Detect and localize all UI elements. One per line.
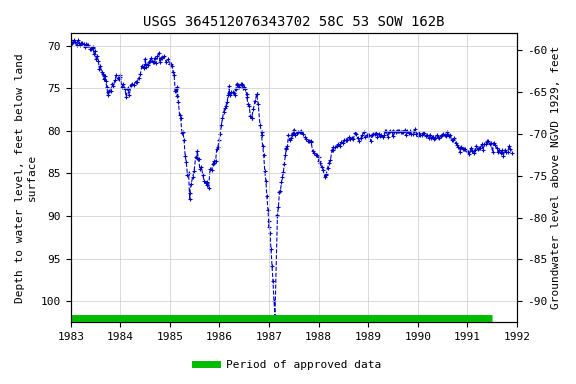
Y-axis label: Depth to water level, feet below land
surface: Depth to water level, feet below land su… xyxy=(15,53,37,303)
Title: USGS 364512076343702 58C 53 SOW 162B: USGS 364512076343702 58C 53 SOW 162B xyxy=(143,15,445,29)
Y-axis label: Groundwater level above NGVD 1929, feet: Groundwater level above NGVD 1929, feet xyxy=(551,46,561,309)
Legend: Period of approved data: Period of approved data xyxy=(191,356,385,375)
